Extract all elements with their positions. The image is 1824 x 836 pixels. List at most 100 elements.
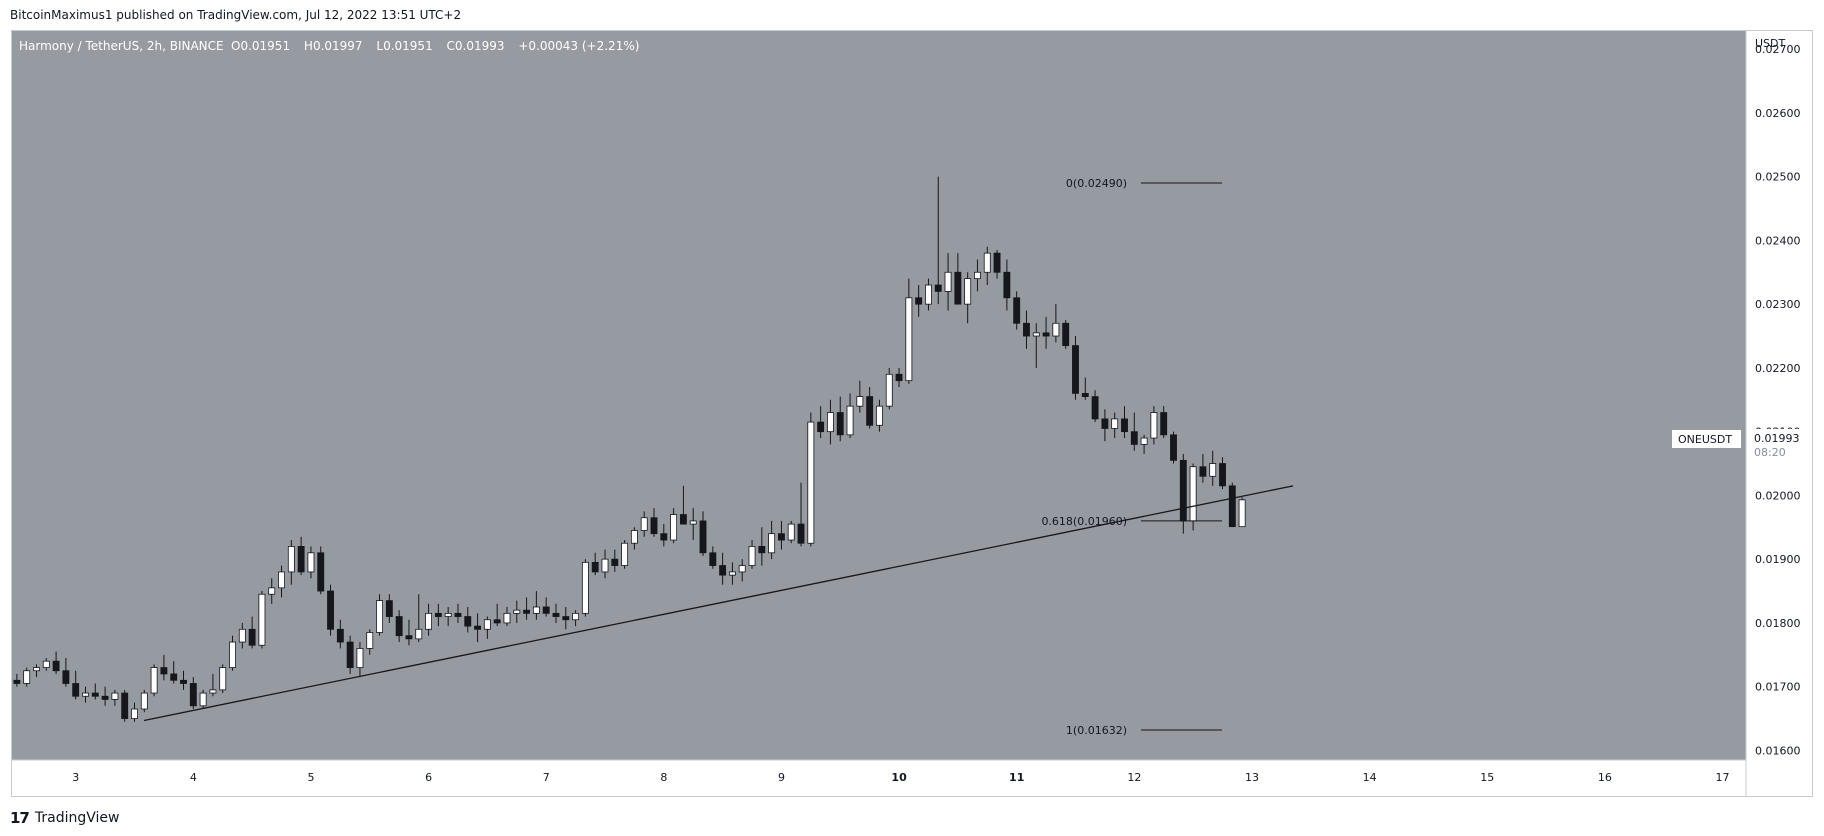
- candle[interactable]: [542, 597, 550, 617]
- candle[interactable]: [1111, 412, 1119, 439]
- candle[interactable]: [52, 651, 60, 674]
- candle[interactable]: [719, 552, 727, 585]
- candle[interactable]: [640, 511, 648, 537]
- candle[interactable]: [434, 603, 442, 627]
- candle[interactable]: [474, 613, 482, 643]
- candle[interactable]: [856, 380, 864, 413]
- candle[interactable]: [1023, 310, 1030, 349]
- candle[interactable]: [1072, 336, 1079, 400]
- candle[interactable]: [415, 594, 423, 643]
- candle[interactable]: [385, 594, 393, 623]
- candle[interactable]: [1130, 412, 1138, 451]
- candle[interactable]: [82, 686, 89, 703]
- candle[interactable]: [728, 562, 736, 585]
- candle[interactable]: [836, 396, 844, 442]
- candle[interactable]: [826, 399, 834, 445]
- fib-retracement-group[interactable]: 0(0.02490) 0.618(0.01960) 1(0.01632): [1041, 177, 1222, 737]
- price-axis[interactable]: [1746, 30, 1813, 797]
- candle[interactable]: [738, 559, 746, 582]
- candle[interactable]: [503, 606, 511, 627]
- candle[interactable]: [483, 616, 491, 639]
- candle[interactable]: [1219, 457, 1226, 490]
- candle[interactable]: [1052, 304, 1060, 343]
- candle[interactable]: [1062, 320, 1070, 349]
- candle[interactable]: [42, 657, 50, 671]
- candle[interactable]: [895, 367, 903, 388]
- candle[interactable]: [258, 591, 266, 649]
- candle[interactable]: [944, 253, 952, 311]
- candle[interactable]: [758, 527, 766, 566]
- candle[interactable]: [91, 683, 99, 700]
- candle[interactable]: [660, 524, 668, 547]
- candle[interactable]: [160, 654, 168, 681]
- candle[interactable]: [807, 412, 815, 547]
- candle[interactable]: [591, 552, 599, 576]
- candle[interactable]: [101, 686, 109, 706]
- candle[interactable]: [1091, 390, 1099, 423]
- candle[interactable]: [199, 689, 207, 709]
- candle[interactable]: [925, 278, 932, 311]
- tradingview-footer[interactable]: 17 TradingView: [10, 808, 119, 828]
- candle[interactable]: [1140, 434, 1148, 454]
- candle[interactable]: [297, 536, 305, 576]
- candle[interactable]: [885, 367, 893, 410]
- candle[interactable]: [552, 603, 560, 623]
- candle[interactable]: [1170, 431, 1177, 464]
- candle[interactable]: [768, 520, 776, 560]
- time-axis[interactable]: [11, 760, 1746, 797]
- candle[interactable]: [523, 597, 531, 620]
- candle[interactable]: [346, 635, 354, 674]
- candle[interactable]: [915, 285, 923, 317]
- candle[interactable]: [846, 393, 854, 439]
- candle[interactable]: [219, 664, 227, 694]
- candle[interactable]: [13, 673, 21, 687]
- candle[interactable]: [1238, 497, 1246, 528]
- candle[interactable]: [562, 606, 570, 630]
- candle[interactable]: [581, 559, 589, 617]
- candle[interactable]: [866, 387, 874, 429]
- candle[interactable]: [670, 508, 678, 544]
- candle[interactable]: [709, 546, 717, 569]
- candle[interactable]: [1101, 409, 1109, 442]
- candle[interactable]: [395, 610, 403, 643]
- candle[interactable]: [876, 399, 883, 432]
- candle[interactable]: [356, 642, 364, 678]
- candle[interactable]: [229, 635, 236, 671]
- candle[interactable]: [248, 616, 256, 649]
- candle[interactable]: [630, 527, 638, 550]
- candle[interactable]: [1160, 406, 1168, 439]
- candle[interactable]: [611, 549, 619, 572]
- candle[interactable]: [934, 176, 942, 305]
- candle[interactable]: [121, 689, 129, 722]
- candle[interactable]: [650, 508, 658, 537]
- candle[interactable]: [621, 540, 629, 569]
- candle[interactable]: [993, 249, 1001, 279]
- candle[interactable]: [376, 594, 383, 636]
- candle[interactable]: [180, 670, 187, 690]
- candle[interactable]: [317, 546, 325, 595]
- candle[interactable]: [72, 670, 80, 700]
- candle[interactable]: [748, 540, 756, 569]
- candlestick-chart[interactable]: 0(0.02490) 0.618(0.01960) 1(0.01632) Harmo…: [11, 30, 1813, 797]
- candle[interactable]: [817, 406, 825, 439]
- candle[interactable]: [797, 482, 805, 547]
- candle[interactable]: [111, 689, 119, 706]
- candle[interactable]: [689, 508, 697, 541]
- price-pane[interactable]: [11, 30, 1746, 760]
- candle[interactable]: [189, 677, 197, 709]
- candle[interactable]: [140, 689, 148, 713]
- candle[interactable]: [278, 565, 285, 598]
- candle[interactable]: [1042, 316, 1050, 349]
- candle[interactable]: [444, 606, 452, 627]
- candle[interactable]: [513, 600, 521, 623]
- candle[interactable]: [62, 657, 70, 687]
- ascending-support-trendline[interactable]: [143, 485, 1294, 722]
- candle[interactable]: [336, 619, 344, 649]
- candle[interactable]: [1150, 406, 1158, 445]
- candle[interactable]: [974, 259, 981, 292]
- candle[interactable]: [493, 603, 501, 627]
- candle[interactable]: [532, 591, 540, 620]
- candle[interactable]: [787, 520, 795, 544]
- candle[interactable]: [454, 603, 462, 623]
- candle[interactable]: [1121, 406, 1128, 439]
